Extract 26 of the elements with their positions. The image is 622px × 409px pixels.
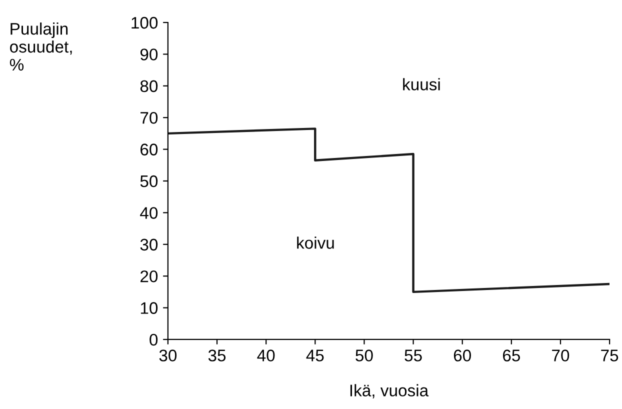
- x-tick-label: 75: [601, 350, 618, 362]
- y-tick-label: 90: [140, 48, 158, 60]
- x-tick-label: 70: [552, 350, 570, 362]
- y-tick-label: 0: [150, 334, 158, 346]
- y-tick-label: 100: [132, 16, 158, 29]
- x-tick-label: 60: [454, 350, 471, 362]
- annotation: kuusi: [403, 78, 440, 90]
- y-tick-label: 80: [140, 80, 158, 92]
- y-tick-label: 50: [140, 175, 158, 188]
- x-tick-label: 40: [257, 350, 275, 362]
- y-tick-label: 40: [140, 207, 158, 219]
- x-tick-label: 65: [503, 350, 520, 362]
- x-tick-label: 35: [208, 350, 226, 362]
- line-series: [168, 128, 610, 294]
- x-tick-label: 50: [356, 350, 373, 362]
- x-tick-label: 30: [159, 350, 177, 362]
- y-tick-label: 70: [140, 112, 158, 124]
- y-axis-title: Puulajin osuudet, %: [10, 22, 72, 71]
- annotation: koivu: [297, 236, 334, 249]
- y-tick-label: 60: [140, 144, 158, 156]
- y-tick-label: 10: [140, 302, 158, 314]
- x-tick-label: 55: [404, 350, 422, 362]
- x-tick-label: 45: [306, 350, 324, 362]
- x-axis-title: Ikä, vuosia: [350, 384, 429, 398]
- y-tick-label: 20: [140, 270, 158, 282]
- y-tick-label: 30: [140, 238, 158, 251]
